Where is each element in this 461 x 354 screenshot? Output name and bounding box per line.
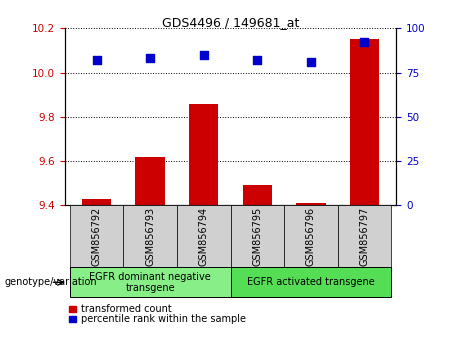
- Text: GDS4496 / 149681_at: GDS4496 / 149681_at: [162, 16, 299, 29]
- Text: GSM856797: GSM856797: [359, 207, 369, 266]
- Point: [147, 56, 154, 61]
- Text: EGFR activated transgene: EGFR activated transgene: [247, 277, 375, 287]
- Point: [254, 57, 261, 63]
- Bar: [296, 203, 325, 205]
- Point: [307, 59, 314, 65]
- Text: EGFR dominant negative
transgene: EGFR dominant negative transgene: [89, 272, 211, 293]
- Text: percentile rank within the sample: percentile rank within the sample: [81, 314, 246, 324]
- Text: GSM856793: GSM856793: [145, 207, 155, 266]
- Text: GSM856794: GSM856794: [199, 207, 209, 266]
- Text: transformed count: transformed count: [81, 304, 171, 314]
- Bar: [82, 199, 112, 205]
- Text: genotype/variation: genotype/variation: [5, 277, 97, 287]
- Bar: [189, 104, 219, 205]
- Bar: [242, 185, 272, 205]
- Point: [200, 52, 207, 58]
- Text: GSM856796: GSM856796: [306, 207, 316, 266]
- Bar: [136, 157, 165, 205]
- Text: GSM856795: GSM856795: [252, 207, 262, 266]
- Bar: [349, 39, 379, 205]
- Point: [93, 57, 100, 63]
- Point: [361, 40, 368, 45]
- Text: GSM856792: GSM856792: [92, 207, 102, 266]
